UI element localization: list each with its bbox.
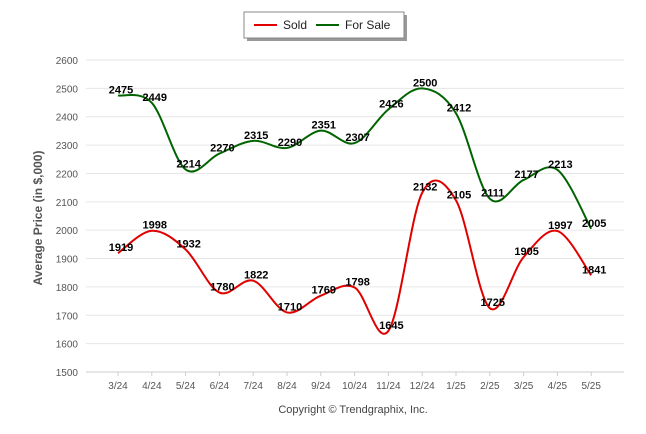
y-tick-label: 2500: [56, 84, 79, 95]
forsale-data-label: 2412: [447, 102, 471, 114]
y-tick-label: 2300: [56, 141, 79, 152]
forsale-data-label: 2005: [582, 218, 606, 230]
sold-data-label: 1725: [481, 297, 505, 309]
series-lines: [117, 87, 593, 335]
x-tick-label: 1/25: [446, 381, 466, 392]
y-tick-label: 2100: [56, 198, 79, 209]
x-tick-label: 9/24: [311, 381, 331, 392]
sold-data-label: 1780: [210, 282, 234, 294]
sold-line: [117, 179, 593, 335]
y-tick-label: 1600: [56, 340, 79, 351]
y-tick-label: 1500: [56, 368, 79, 379]
forsale-data-label: 2475: [109, 84, 133, 96]
sold-data-label: 1710: [278, 301, 302, 313]
y-axis-ticks: 1500 1600 1700 1800 1900 2000 2100 2200 2300 2400…: [56, 56, 79, 379]
forsale-data-label: 2426: [379, 98, 403, 110]
sold-data-label: 1932: [176, 238, 200, 250]
sold-data-label: 1798: [345, 276, 369, 288]
sold-data-label: 2105: [447, 189, 471, 201]
sold-data-label: 1822: [244, 270, 268, 282]
y-tick-label: 2200: [56, 169, 79, 180]
forsale-line: [117, 87, 593, 230]
x-tick-label: 5/24: [176, 381, 196, 392]
x-tick-label: 10/24: [342, 381, 367, 392]
forsale-data-label: 2351: [312, 120, 336, 132]
y-tick-label: 1900: [56, 255, 79, 266]
x-tick-label: 5/25: [581, 381, 601, 392]
forsale-data-label: 2214: [176, 158, 201, 170]
x-tick-label: 2/25: [480, 381, 500, 392]
x-tick-label: 7/24: [243, 381, 263, 392]
y-tick-label: 2400: [56, 113, 79, 124]
sold-data-label: 2132: [413, 182, 437, 194]
forsale-data-label: 2177: [514, 169, 538, 181]
y-tick-label: 1700: [56, 311, 79, 322]
x-tick-label: 12/24: [410, 381, 435, 392]
y-tick-label: 1800: [56, 283, 79, 294]
x-tick-label: 6/24: [210, 381, 230, 392]
forsale-data-label: 2307: [345, 132, 369, 144]
y-tick-label: 2600: [56, 56, 79, 67]
sold-data-label: 1769: [312, 285, 336, 297]
forsale-data-label: 2270: [210, 143, 234, 155]
x-tick-label: 8/24: [277, 381, 297, 392]
sold-data-label: 1997: [548, 220, 572, 232]
legend-sold-label: Sold: [283, 18, 307, 32]
plot-area: [86, 60, 624, 372]
forsale-data-label: 2315: [244, 130, 268, 142]
x-tick-label: 4/24: [142, 381, 162, 392]
sold-data-label: 1841: [582, 264, 606, 276]
forsale-data-label: 2449: [143, 92, 167, 104]
data-labels: 1919 1998 1932 1780 1822 1710 1769 1798 1645 2132…: [109, 77, 607, 332]
forsale-data-label: 2290: [278, 137, 302, 149]
forsale-data-label: 2111: [481, 188, 504, 200]
sold-data-label: 1998: [143, 220, 167, 232]
sold-data-label: 1919: [109, 242, 133, 254]
x-tick-label: 11/24: [376, 381, 401, 392]
x-tick-label: 3/24: [108, 381, 128, 392]
y-axis-title: Average Price (in $,000): [31, 151, 45, 286]
sold-data-label: 1905: [514, 246, 538, 258]
legend: Sold For Sale: [243, 11, 407, 41]
x-tick-label: 4/25: [548, 381, 568, 392]
forsale-data-label: 2500: [413, 77, 437, 89]
legend-forsale-label: For Sale: [345, 18, 391, 32]
sold-data-label: 1645: [379, 320, 403, 332]
y-tick-label: 2000: [56, 226, 79, 237]
copyright-footer: Copyright © Trendgraphix, Inc.: [278, 404, 427, 416]
forsale-data-label: 2213: [548, 159, 572, 171]
x-axis-ticks: 3/24 4/24 5/24 6/24 7/24 8/24 9/24 10/24 11/24 12…: [108, 372, 601, 392]
plot-background: [86, 60, 624, 372]
x-tick-label: 3/25: [514, 381, 534, 392]
